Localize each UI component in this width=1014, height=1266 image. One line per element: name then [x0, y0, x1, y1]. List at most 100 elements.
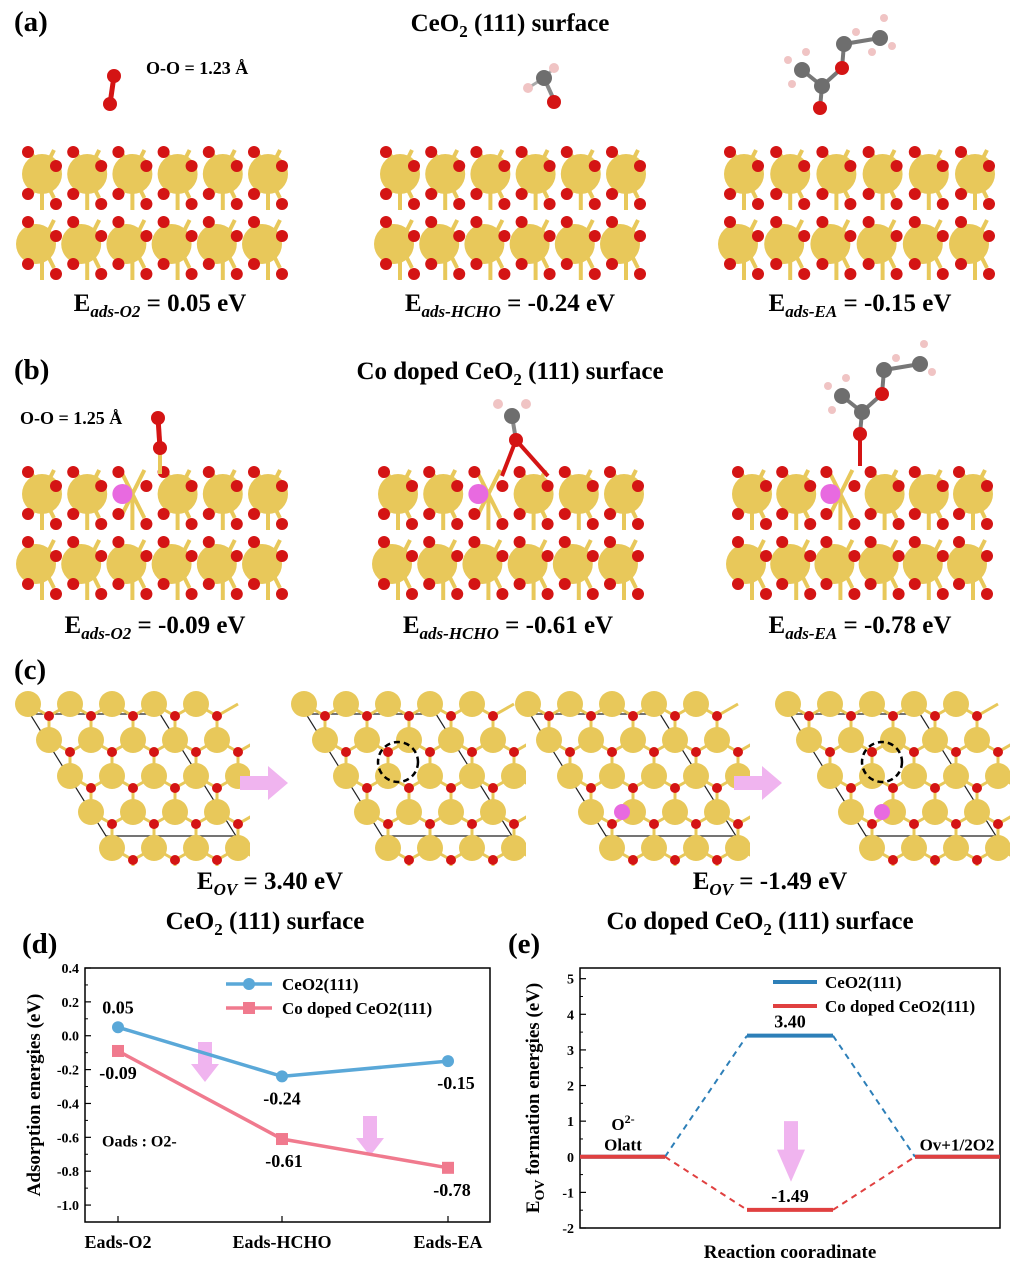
oxygen-atom [513, 536, 526, 548]
oxygen-atom [320, 711, 330, 721]
oxygen-atom [128, 711, 138, 721]
oxygen-atom [451, 550, 464, 562]
cerium-atom [333, 763, 359, 789]
legend-label: Co doped CeO2(111) [825, 997, 975, 1016]
oxygen-atom [248, 216, 260, 228]
cerium-atom [99, 691, 125, 717]
oxygen-atom [586, 711, 596, 721]
oxygen-atom [107, 747, 117, 757]
co-ceo2-top-view-pristine [515, 691, 750, 866]
energy-connector [664, 1155, 748, 1211]
oxygen-atom [230, 518, 243, 530]
oxygen-atom [892, 480, 905, 492]
oxygen-atom [498, 198, 511, 210]
oxygen-atom [170, 783, 180, 793]
oxygen-atom [864, 508, 877, 520]
oxygen-atom [864, 536, 877, 548]
data-label: -0.15 [437, 1073, 475, 1093]
oxygen-atom [140, 230, 153, 242]
oxygen-atom [202, 578, 215, 590]
oxygen-atom [890, 198, 903, 210]
cerium-atom [810, 224, 851, 264]
data-point [442, 1055, 454, 1068]
oxygen-atom [628, 855, 638, 865]
cerium-atom [151, 544, 192, 584]
oxygen-atom [586, 783, 596, 793]
oxygen-atom [541, 550, 554, 562]
oxygen-atom [378, 508, 390, 520]
oxygen-atom [816, 258, 829, 270]
cerium-atom [375, 835, 401, 861]
oxygen-atom [560, 258, 573, 270]
y-tick-label: 0.0 [62, 1030, 80, 1045]
x-tick-label: Eads-EA [413, 1232, 482, 1252]
oxygen-atom [202, 188, 215, 200]
cerium-atom [704, 727, 730, 753]
oxygen-atom [712, 783, 722, 793]
cerium-atom [764, 224, 805, 264]
oxygen-atom [67, 146, 80, 158]
oxygen-atom [67, 216, 80, 228]
cerium-atom [438, 799, 464, 825]
slab-bonds [28, 469, 282, 600]
oxygen-atom [732, 508, 744, 520]
oxygen-atom [248, 536, 260, 548]
oxygen-atom [50, 268, 62, 280]
oxygen-atom [248, 188, 260, 200]
cerium-atom [242, 224, 282, 264]
state-label-right: Ov+1/2O2 [920, 1135, 995, 1154]
cerium-atom [78, 727, 104, 753]
data-label: -0.61 [265, 1151, 303, 1171]
oxygen-atom [498, 268, 511, 280]
oxygen-atom [86, 711, 96, 721]
oxygen-atom [406, 588, 418, 600]
state-label-left-top: O2- [611, 1112, 634, 1134]
oxygen-atom [862, 216, 875, 228]
oxygen-atom [95, 588, 108, 600]
x-tick-label: Eads-HCHO [232, 1232, 331, 1252]
oxygen-atom [451, 518, 464, 530]
oxygen-atom [425, 747, 435, 757]
oxygen-atom [488, 711, 498, 721]
cerium-atom [901, 835, 927, 861]
cerium-atom [196, 544, 237, 584]
oxygen-atom [425, 216, 438, 228]
cerium-atom [106, 544, 147, 584]
oxygen-atom [107, 819, 117, 829]
oxygen-atom [423, 508, 436, 520]
cerium-atom [291, 691, 317, 717]
oxygen-atom [95, 160, 108, 172]
oxygen-atom [848, 518, 861, 530]
oxygen-atom [908, 466, 921, 478]
oxygen-atom [607, 747, 617, 757]
oxygen-atom [732, 466, 744, 478]
oxygen-atom [908, 536, 921, 548]
slab-bonds [384, 469, 638, 600]
state-label-left-bottom: Olatt [604, 1135, 642, 1154]
cerium-atom [985, 763, 1010, 789]
oxygen-atom [864, 466, 877, 478]
oxygen-atom [604, 578, 616, 590]
oxygen-atom [586, 588, 599, 600]
oxygen-atom [953, 536, 965, 548]
y-tick-label: -0.8 [57, 1165, 79, 1180]
cerium-atom [99, 835, 125, 861]
cerium-atom [964, 799, 990, 825]
oxygen-atom [470, 216, 483, 228]
panel-b-oo-distance: O-O = 1.25 Å [20, 408, 123, 428]
oxygen-atom [404, 855, 414, 865]
oxygen-atom [212, 711, 222, 721]
series-line-0 [117, 1025, 449, 1079]
cerium-atom [459, 763, 485, 789]
cerium-atom [641, 835, 667, 861]
oxygen-atom [378, 466, 390, 478]
arrow-c-right [734, 766, 782, 800]
oxygen-atom [157, 536, 170, 548]
oxygen-atom [185, 160, 198, 172]
oxygen-atom [67, 536, 80, 548]
cerium-atom [372, 544, 412, 584]
oxygen-atom [50, 480, 62, 492]
cerium-atom [856, 224, 897, 264]
oxygen-atom [86, 783, 96, 793]
oxygen-atom [380, 188, 392, 200]
